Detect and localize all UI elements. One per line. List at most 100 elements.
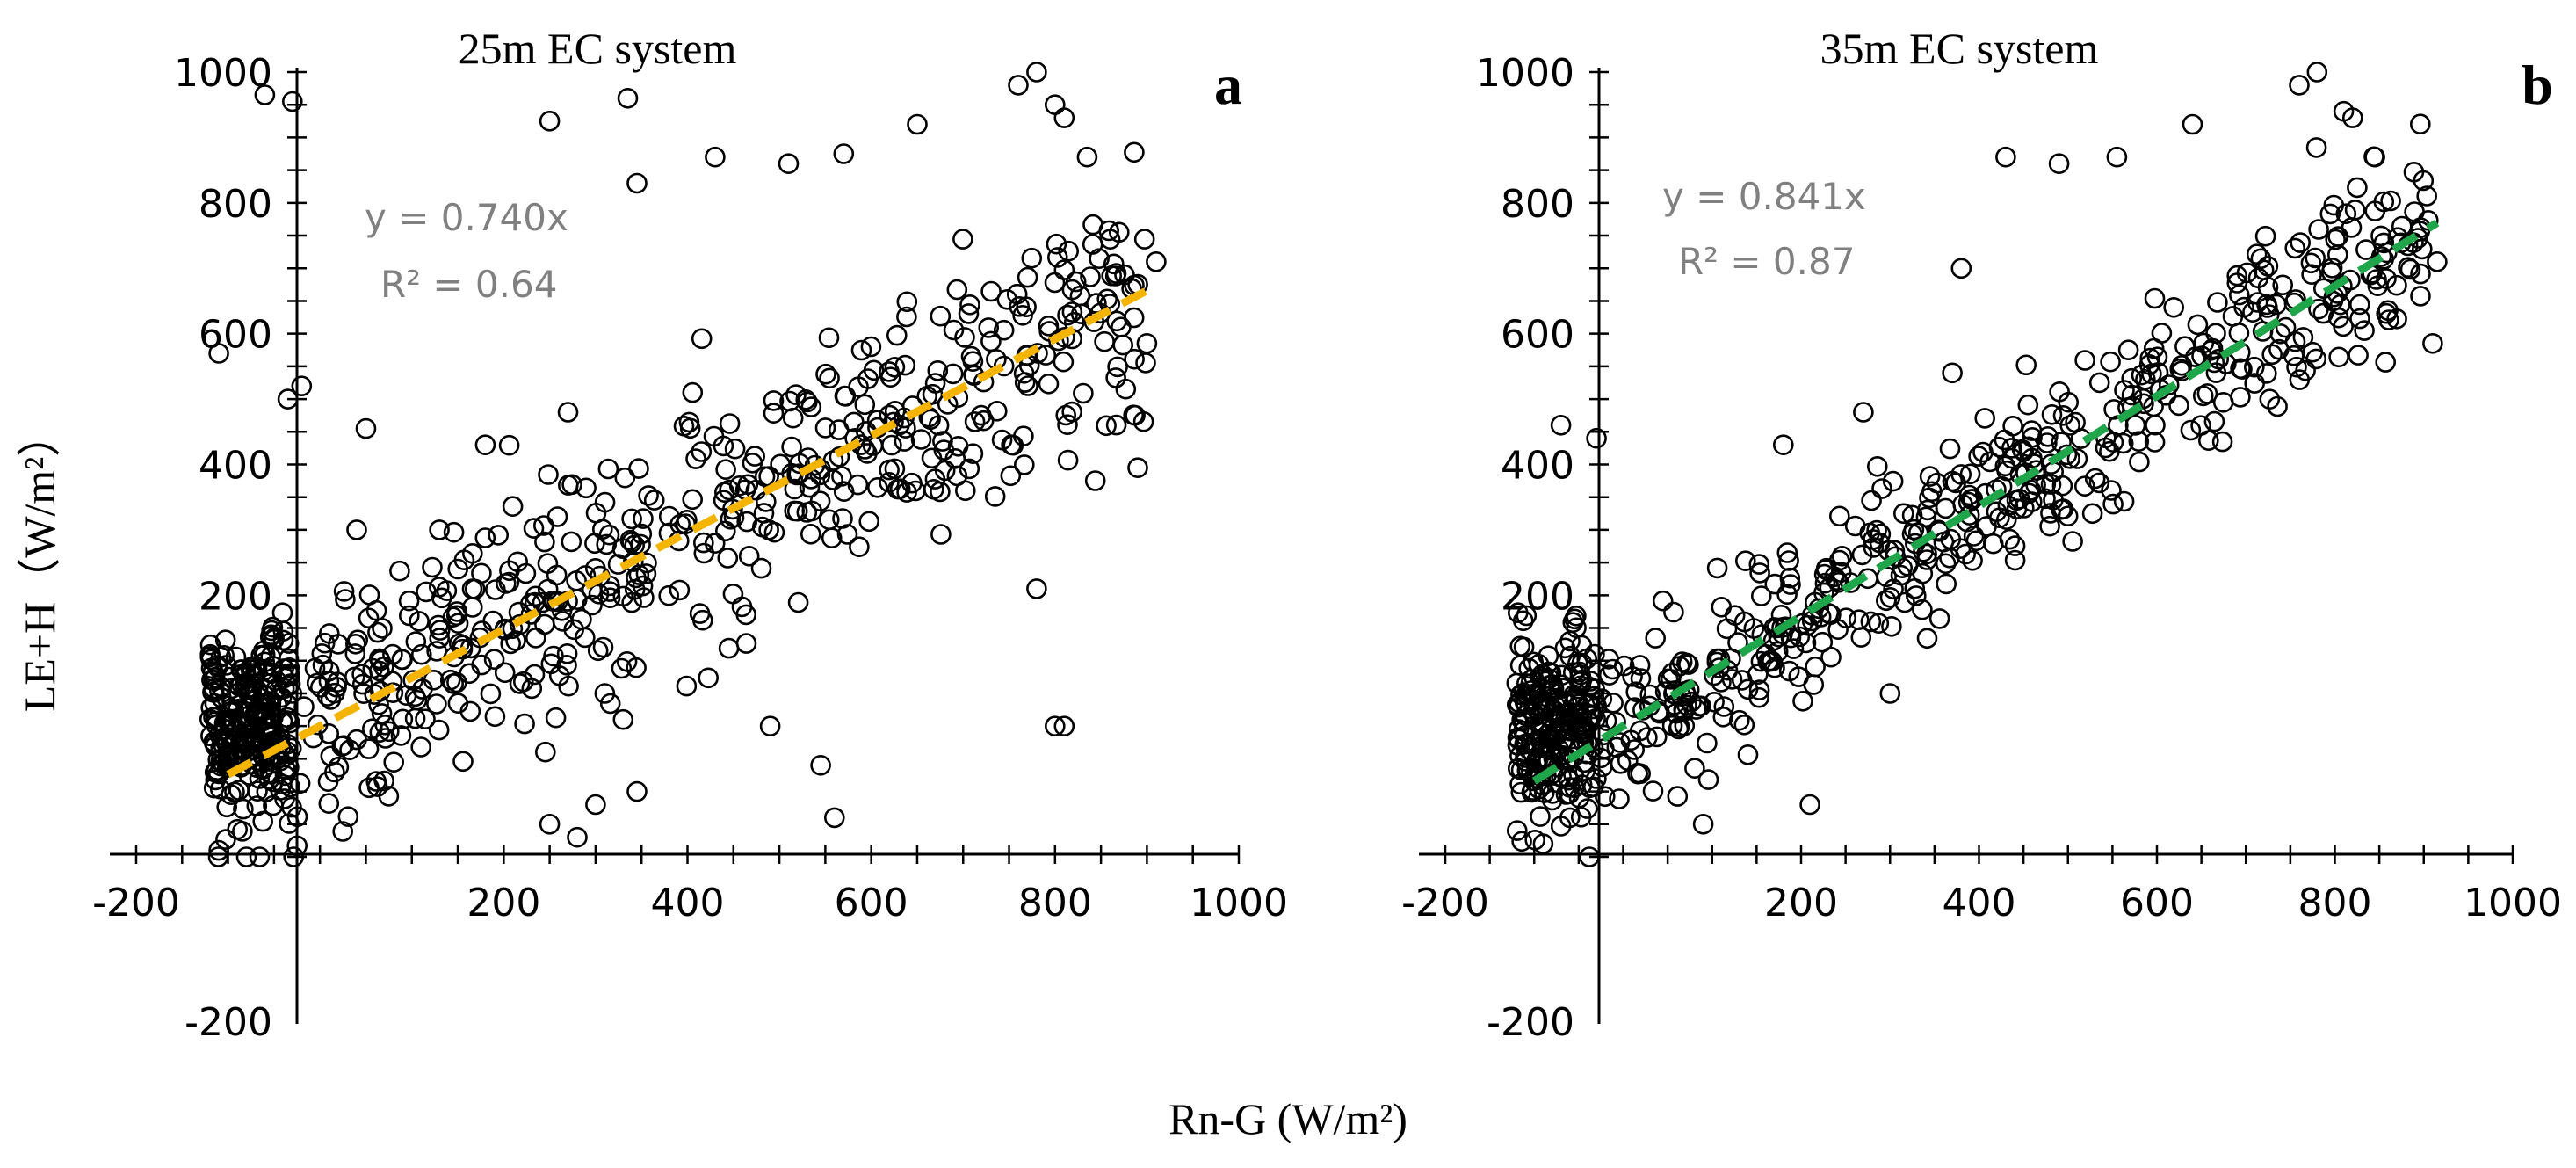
data-point	[445, 605, 467, 627]
y-tick-label: 400	[199, 444, 272, 489]
data-point	[907, 113, 928, 135]
data-point	[2244, 356, 2265, 378]
data-point	[621, 508, 642, 530]
data-point	[658, 584, 680, 606]
data-point	[392, 649, 413, 671]
data-point	[628, 564, 650, 585]
data-point	[539, 813, 561, 835]
data-point	[2058, 391, 2079, 413]
data-point	[1704, 691, 1725, 713]
data-point	[896, 306, 917, 328]
data-point	[718, 637, 740, 659]
data-point	[2410, 263, 2431, 285]
data-point	[632, 575, 654, 597]
data-point	[612, 585, 634, 607]
data-point	[1104, 265, 1126, 287]
data-point	[480, 683, 502, 705]
data-point	[474, 434, 496, 456]
data-point	[2283, 345, 2305, 366]
data-point	[1021, 247, 1043, 269]
data-point	[2364, 146, 2385, 168]
data-point	[1916, 628, 1938, 649]
x-tick-label: 600	[835, 881, 908, 925]
data-point	[2386, 308, 2407, 330]
data-point	[1516, 693, 1537, 715]
data-point	[2102, 432, 2124, 453]
data-point	[1716, 618, 1738, 640]
data-point	[1038, 321, 1060, 342]
data-point	[351, 664, 373, 686]
data-point	[1688, 695, 1710, 717]
data-point	[626, 172, 648, 194]
data-point	[2250, 248, 2272, 270]
data-point	[693, 542, 715, 564]
data-point	[2129, 451, 2150, 473]
data-point	[244, 664, 266, 686]
data-point	[1778, 660, 1800, 682]
y-tick-label: 600	[199, 313, 272, 358]
data-point	[962, 443, 984, 465]
data-point	[2022, 491, 2043, 512]
data-point	[927, 359, 949, 381]
data-point	[858, 511, 880, 533]
data-point	[500, 633, 522, 655]
x-tick-label: 600	[2120, 881, 2194, 925]
data-point	[452, 751, 474, 773]
data-point	[594, 683, 616, 704]
data-point	[262, 616, 284, 638]
data-point	[1893, 503, 1914, 525]
data-point	[2348, 345, 2369, 366]
data-point	[698, 667, 720, 689]
data-point	[1674, 700, 1695, 722]
data-point	[534, 613, 555, 635]
data-point	[1660, 669, 1682, 690]
data-point	[1055, 404, 1076, 426]
data-point	[1630, 668, 1652, 689]
data-point	[971, 404, 992, 426]
data-point	[1972, 441, 1994, 463]
data-point	[881, 434, 902, 456]
data-point	[1096, 415, 1117, 437]
data-point	[1692, 813, 1714, 835]
data-point	[2131, 364, 2153, 386]
data-point	[754, 466, 776, 488]
data-point	[2247, 292, 2268, 313]
data-point	[240, 659, 262, 680]
data-point	[311, 642, 333, 664]
data-point	[398, 605, 420, 627]
data-point	[1912, 599, 1933, 620]
data-point	[895, 417, 916, 439]
data-point	[1906, 585, 1927, 606]
data-point	[389, 560, 410, 582]
data-point	[928, 415, 950, 436]
data-point	[987, 400, 1008, 422]
data-point	[1013, 425, 1034, 447]
data-point	[2144, 432, 2166, 453]
data-point	[2048, 153, 2070, 174]
data-point	[1053, 715, 1075, 737]
data-point	[1082, 214, 1103, 236]
data-point	[2180, 419, 2202, 441]
panel-b-title: 35m EC system	[1820, 24, 2099, 73]
data-point	[2001, 447, 2022, 469]
data-point	[537, 553, 559, 575]
x-tick-label: 400	[1943, 881, 2016, 925]
data-point	[704, 533, 726, 555]
data-point	[206, 714, 227, 736]
data-point	[1748, 679, 1770, 700]
data-point	[2321, 258, 2343, 279]
data-point	[259, 626, 281, 648]
data-point	[1596, 710, 1617, 731]
data-point	[1935, 497, 1957, 519]
data-point	[2041, 403, 2063, 425]
x-tick-label: 200	[467, 881, 540, 925]
data-point	[2212, 391, 2234, 413]
data-point	[1107, 356, 1128, 378]
data-point	[1685, 699, 1707, 720]
data-point	[2037, 432, 2058, 453]
data-point	[2106, 146, 2128, 168]
data-point	[567, 826, 588, 848]
data-point	[1955, 543, 1976, 565]
data-point	[833, 143, 855, 164]
data-point	[638, 485, 659, 506]
